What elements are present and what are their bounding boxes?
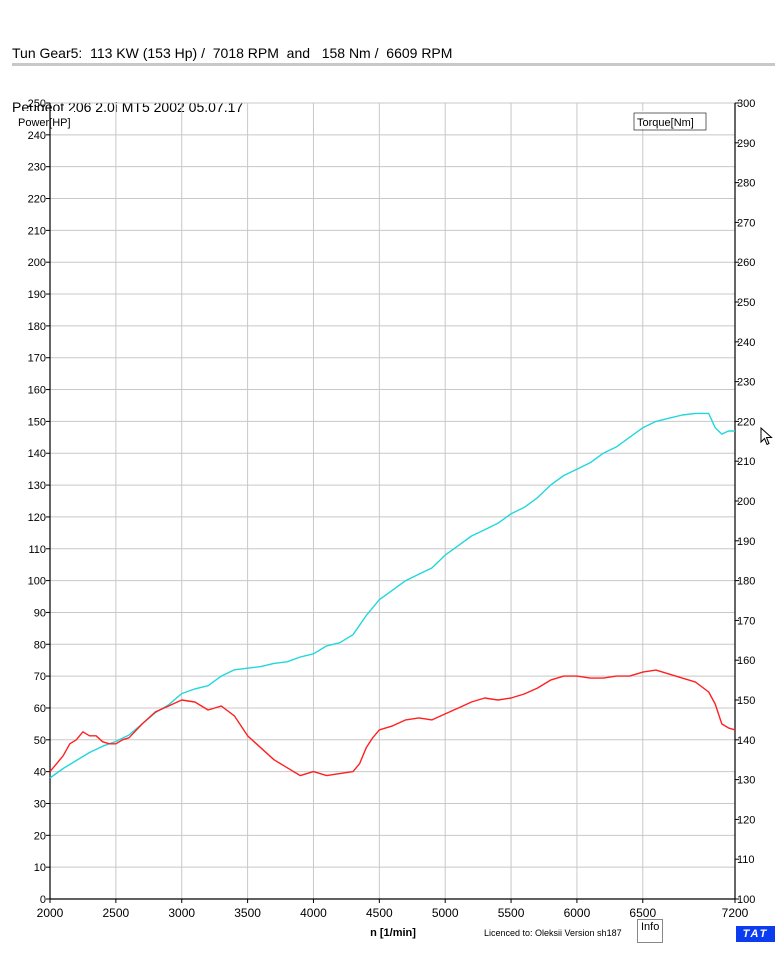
y2-tick-label: 120 (737, 814, 755, 826)
y-tick-label: 230 (28, 162, 46, 174)
y-tick-label: 80 (34, 639, 46, 651)
y2-tick-label: 160 (737, 655, 755, 667)
y-tick-label: 10 (34, 862, 46, 874)
y2-axis-title: Torque[Nm] (637, 117, 694, 129)
y-tick-label: 90 (34, 607, 46, 619)
y2-tick-label: 250 (737, 297, 755, 309)
x-tick-label: 6500 (629, 906, 656, 920)
y2-tick-label: 130 (737, 775, 755, 787)
y-axis-title: Power[HP] (18, 117, 71, 129)
y-tick-label: 150 (28, 416, 46, 428)
x-tick-label: 5500 (498, 906, 525, 920)
y2-tick-label: 110 (737, 854, 755, 866)
header-line-1: Tun Gear5: 113 KW (153 Hp) / 7018 RPM an… (12, 45, 453, 61)
power-curve (49, 412, 735, 779)
y2-tick-label: 200 (737, 496, 755, 508)
x-tick-label: 4000 (300, 906, 327, 920)
x-tick-label: 7200 (722, 906, 749, 920)
y2-tick-label: 170 (737, 615, 755, 627)
torque-label-box (633, 112, 707, 131)
y-tick-label: 120 (28, 512, 46, 524)
mouse-pointer-icon (760, 427, 773, 446)
header-divider (12, 63, 775, 66)
y-tick-label: 220 (28, 194, 46, 206)
y-tick-label: 190 (28, 289, 46, 301)
y-tick-label: 180 (28, 321, 46, 333)
licence-text: Licenced to: Oleksii Version sh187 (484, 928, 622, 938)
y-tick-label: 160 (28, 385, 46, 397)
y-tick-label: 140 (28, 448, 46, 460)
x-tick-label: 3500 (234, 906, 261, 920)
y-tick-label: 250 (28, 98, 46, 110)
x-axis-title: n [1/min] (370, 927, 416, 939)
y2-tick-label: 290 (737, 138, 755, 150)
y2-tick-label: 100 (737, 894, 755, 906)
y-tick-label: 0 (40, 894, 46, 906)
y2-tick-label: 140 (737, 735, 755, 747)
y-tick-label: 20 (34, 830, 46, 842)
y2-tick-label: 270 (737, 217, 755, 229)
y-tick-label: 170 (28, 353, 46, 365)
y2-tick-label: 220 (737, 416, 755, 428)
y2-tick-label: 300 (737, 98, 755, 110)
x-tick-label: 2000 (37, 906, 64, 920)
x-tick-label: 5000 (432, 906, 459, 920)
y2-tick-label: 190 (737, 536, 755, 548)
y2-tick-label: 260 (737, 257, 755, 269)
x-tick-label: 4500 (366, 906, 393, 920)
y2-tick-label: 240 (737, 337, 755, 349)
y-tick-label: 40 (34, 767, 46, 779)
dyno-chart-svg: 0 10 20 30 40 50 60 70 80 90 100 110 120 130 140 150 160… (16, 98, 755, 939)
y2-tick-label: 150 (737, 695, 755, 707)
torque-label-mask (634, 111, 706, 129)
y2-tick-label: 280 (737, 178, 755, 190)
power-label-mask (16, 111, 74, 129)
y2-tick-label: 210 (737, 456, 755, 468)
torque-curve (49, 669, 736, 777)
y-tick-label: 130 (28, 480, 46, 492)
y-tick-label: 240 (28, 130, 46, 142)
x-tick-label: 3000 (168, 906, 195, 920)
y2-tick-label: 230 (737, 377, 755, 389)
y-tick-label: 210 (28, 225, 46, 237)
x-tick-label: 6000 (564, 906, 591, 920)
y-tick-label: 50 (34, 735, 46, 747)
dyno-chart: 0 10 20 30 40 50 60 70 80 90 100 110 120 130 140 150 160… (12, 95, 775, 947)
x-tick-label: 2500 (103, 906, 130, 920)
y-tick-label: 70 (34, 671, 46, 683)
y-tick-label: 200 (28, 257, 46, 269)
y-tick-label: 60 (34, 703, 46, 715)
y2-tick-label: 180 (737, 576, 755, 588)
tat-logo: TAT (736, 926, 775, 942)
y-tick-label: 110 (28, 544, 46, 556)
info-button[interactable]: Info (637, 919, 663, 943)
y-tick-label: 30 (34, 798, 46, 810)
y-tick-label: 100 (28, 576, 46, 588)
